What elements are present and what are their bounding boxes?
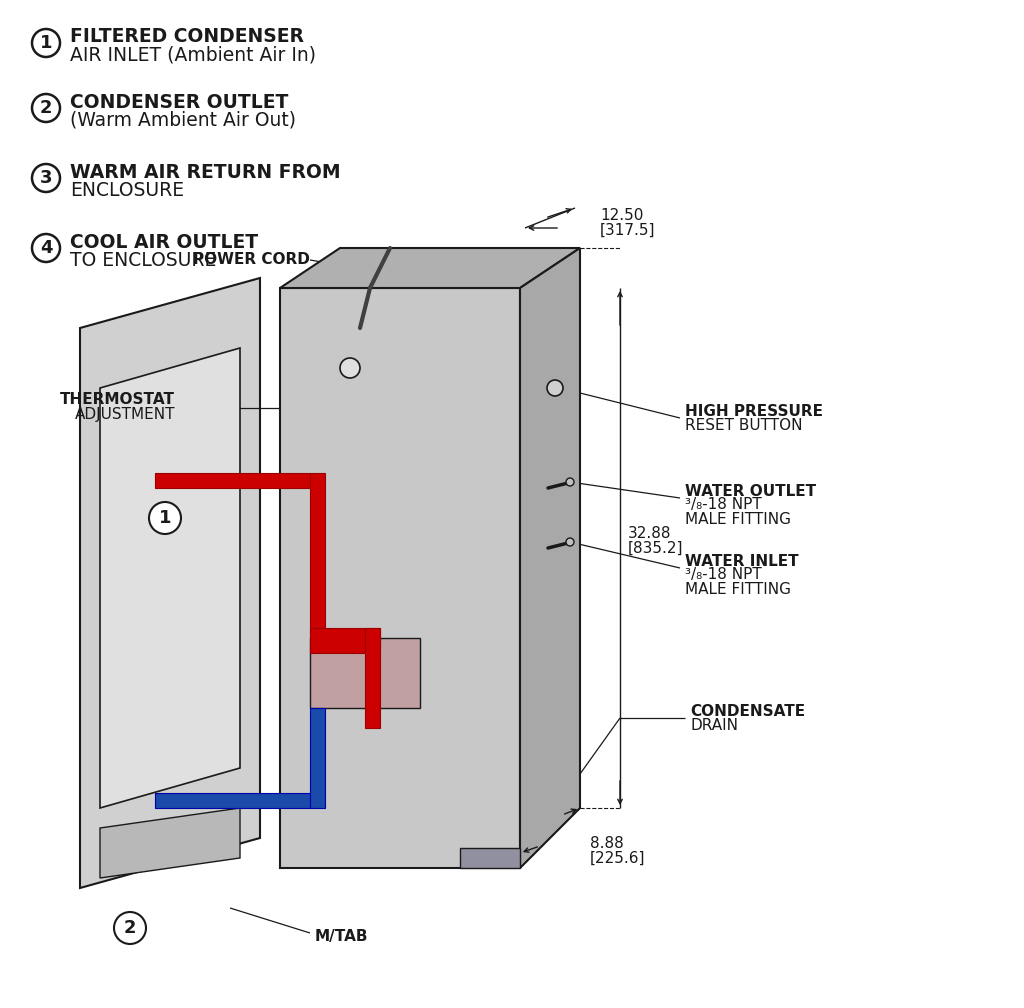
Text: CONDENSER OUTLET: CONDENSER OUTLET (70, 93, 289, 112)
Polygon shape (310, 628, 380, 653)
Circle shape (32, 29, 60, 57)
Circle shape (114, 912, 146, 944)
Text: ³/₈-18 NPT: ³/₈-18 NPT (685, 568, 762, 583)
Circle shape (32, 164, 60, 192)
Text: HIGH PRESSURE: HIGH PRESSURE (685, 403, 823, 418)
Text: RESET BUTTON: RESET BUTTON (685, 417, 803, 432)
Text: M/TAB: M/TAB (315, 928, 369, 943)
Text: 2: 2 (124, 919, 136, 937)
Polygon shape (310, 638, 420, 708)
Polygon shape (460, 848, 520, 868)
Text: MALE FITTING: MALE FITTING (685, 582, 791, 597)
Circle shape (566, 478, 574, 486)
Text: POWER CORD: POWER CORD (194, 252, 310, 267)
Text: 12.50: 12.50 (600, 208, 643, 223)
Circle shape (150, 502, 181, 534)
Polygon shape (280, 248, 580, 288)
Text: TO ENCLOSURE: TO ENCLOSURE (70, 251, 216, 269)
Text: FILTERED CONDENSER: FILTERED CONDENSER (70, 27, 304, 46)
Text: COOL AIR OUTLET: COOL AIR OUTLET (70, 233, 258, 252)
Polygon shape (280, 578, 520, 868)
Text: 4: 4 (40, 239, 52, 257)
Text: 8.88: 8.88 (590, 836, 624, 851)
Text: WATER INLET: WATER INLET (685, 553, 799, 569)
Text: CONDENSATE: CONDENSATE (690, 704, 805, 719)
Polygon shape (310, 708, 325, 808)
Polygon shape (155, 793, 310, 808)
Circle shape (32, 234, 60, 262)
Circle shape (547, 380, 563, 396)
Text: 1: 1 (159, 509, 171, 527)
Text: DRAIN: DRAIN (690, 718, 738, 733)
Text: WARM AIR RETURN FROM: WARM AIR RETURN FROM (70, 162, 341, 181)
Circle shape (32, 94, 60, 122)
Text: ³/₈-18 NPT: ³/₈-18 NPT (685, 498, 762, 512)
Text: 32.88: 32.88 (628, 525, 672, 540)
Polygon shape (100, 348, 240, 808)
Text: [225.6]: [225.6] (590, 851, 645, 866)
Text: MALE FITTING: MALE FITTING (685, 511, 791, 526)
Text: AIR INLET (Ambient Air In): AIR INLET (Ambient Air In) (70, 45, 316, 65)
Text: ENCLOSURE: ENCLOSURE (70, 180, 184, 200)
Text: THERMOSTAT: THERMOSTAT (60, 392, 175, 407)
Text: 2: 2 (40, 99, 52, 117)
Circle shape (340, 358, 360, 378)
Text: (Warm Ambient Air Out): (Warm Ambient Air Out) (70, 111, 296, 129)
Text: [835.2]: [835.2] (628, 540, 683, 555)
Text: 3: 3 (40, 169, 52, 187)
Polygon shape (280, 288, 520, 868)
Circle shape (566, 538, 574, 546)
Text: [317.5]: [317.5] (600, 223, 655, 238)
Polygon shape (155, 473, 310, 488)
Polygon shape (80, 278, 260, 888)
Text: 1: 1 (40, 34, 52, 52)
Text: ADJUSTMENT: ADJUSTMENT (75, 407, 175, 422)
Polygon shape (100, 808, 240, 878)
Polygon shape (310, 473, 325, 638)
Polygon shape (365, 628, 380, 728)
Polygon shape (520, 248, 580, 868)
Text: WATER OUTLET: WATER OUTLET (685, 484, 816, 499)
